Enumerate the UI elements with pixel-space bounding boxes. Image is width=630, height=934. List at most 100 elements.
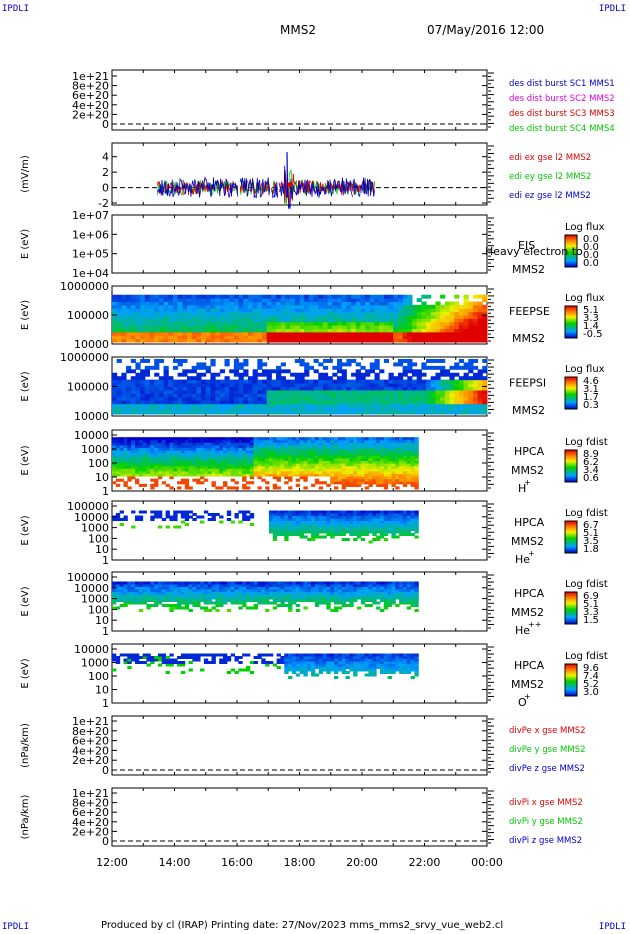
heatmap-cell	[272, 530, 278, 534]
heatmap-cell	[412, 321, 418, 326]
heatmap-cell	[127, 444, 132, 449]
heatmap-cell	[280, 533, 285, 536]
heatmap-cell	[219, 515, 224, 519]
heatmap-cell	[257, 359, 263, 363]
heatmap-cell	[444, 400, 450, 405]
heatmap-cell	[410, 518, 415, 521]
heatmap-cell	[391, 457, 396, 461]
heatmap-cell	[322, 450, 327, 454]
heatmap-cell	[252, 386, 258, 391]
heatmap-cell	[119, 591, 124, 595]
heatmap-cell	[355, 393, 361, 398]
heatmap-cell	[313, 359, 319, 363]
heatmap-cell	[158, 389, 165, 394]
colorbar-title: Log fdist	[565, 508, 608, 519]
heatmap-cell	[307, 465, 312, 469]
heatmap-cell	[376, 523, 381, 526]
heatmap-cell	[472, 331, 479, 336]
heatmap-cell	[201, 325, 207, 329]
heatmap-cell	[410, 468, 415, 472]
instrument-label: HPCA	[514, 516, 545, 529]
heatmap-cell	[299, 530, 304, 534]
heatmap-cell	[140, 389, 146, 394]
heatmap-cell	[266, 308, 272, 313]
heatmap-cell	[308, 335, 315, 340]
legend-entry: edi ez gse l2 MMS2	[509, 191, 591, 201]
heatmap-cell	[334, 523, 339, 526]
heatmap-cell	[265, 486, 270, 490]
heatmap-cell	[131, 601, 136, 605]
heatmap-cell	[291, 452, 297, 456]
heatmap-cell	[252, 304, 258, 309]
heatmap-cell	[182, 311, 188, 316]
heatmap-cell	[146, 586, 151, 590]
heatmap-cell	[304, 407, 310, 412]
heatmap-cell	[291, 589, 297, 592]
heatmap-cell	[299, 589, 304, 592]
heatmap-cell	[150, 452, 155, 456]
heatmap-cell	[290, 328, 296, 333]
heatmap-cell	[116, 379, 122, 384]
heatmap-cell	[242, 513, 247, 516]
heatmap-cell	[284, 465, 289, 469]
heatmap-cell	[341, 400, 347, 405]
heatmap-cell	[327, 298, 333, 302]
heatmap-cell	[368, 483, 373, 487]
heatmap-cell	[280, 437, 285, 441]
heatmap-cell	[402, 308, 408, 313]
heatmap-cell	[349, 460, 354, 464]
heatmap-cell	[224, 379, 230, 384]
heatmap-cell	[135, 325, 141, 329]
heatmap-cell	[454, 335, 460, 340]
heatmap-cell	[116, 318, 122, 323]
heatmap-cell	[135, 362, 141, 367]
heatmap-cell	[169, 437, 174, 441]
heatmap-cell	[187, 403, 193, 408]
heatmap-cell	[115, 586, 121, 590]
heatmap-cell	[330, 465, 335, 469]
heatmap-cell	[163, 311, 169, 316]
heatmap-cell	[134, 465, 140, 469]
heatmap-cell	[414, 447, 419, 451]
heatmap-cell	[154, 510, 159, 514]
heatmap-cell	[365, 294, 371, 299]
heatmap-cell	[229, 379, 235, 384]
heatmap-cell	[154, 294, 160, 299]
heatmap-cell	[482, 331, 488, 336]
heatmap-cell	[426, 318, 432, 323]
heatmap-cell	[284, 481, 289, 485]
heatmap-cell	[280, 581, 285, 585]
heatmap-cell	[210, 410, 216, 415]
heatmap-cell	[242, 455, 247, 459]
heatmap-cell	[224, 338, 230, 343]
heatmap-cell	[163, 325, 169, 329]
heatmap-cell	[211, 589, 216, 592]
heatmap-cell	[372, 473, 377, 477]
heatmap-cell	[430, 383, 436, 387]
heatmap-cell	[201, 400, 207, 405]
heatmap-cell	[130, 407, 136, 412]
heatmap-cell	[233, 308, 240, 313]
heatmap-cell	[265, 481, 270, 485]
heatmap-cell	[372, 476, 377, 480]
heatmap-cell	[168, 328, 174, 333]
heatmap-cell	[142, 510, 147, 514]
heatmap-cell	[280, 393, 286, 398]
heatmap-cell	[229, 396, 235, 401]
heatmap-cell	[177, 442, 182, 446]
heatmap-cell	[172, 410, 179, 415]
heatmap-cell	[142, 442, 147, 446]
heatmap-cell	[112, 393, 118, 398]
heatmap-cell	[230, 601, 235, 605]
heatmap-cell	[374, 315, 380, 319]
heatmap-cell	[351, 328, 357, 333]
heatmap-cell	[276, 596, 281, 600]
heatmap-cell	[126, 400, 132, 405]
heatmap-cell	[112, 444, 117, 449]
heatmap-cell	[253, 604, 258, 607]
heatmap-cell	[454, 318, 460, 323]
heatmap-cell	[314, 530, 320, 534]
heatmap-cell	[288, 596, 293, 600]
heatmap-cell	[112, 518, 117, 521]
heatmap-cell	[142, 460, 147, 464]
